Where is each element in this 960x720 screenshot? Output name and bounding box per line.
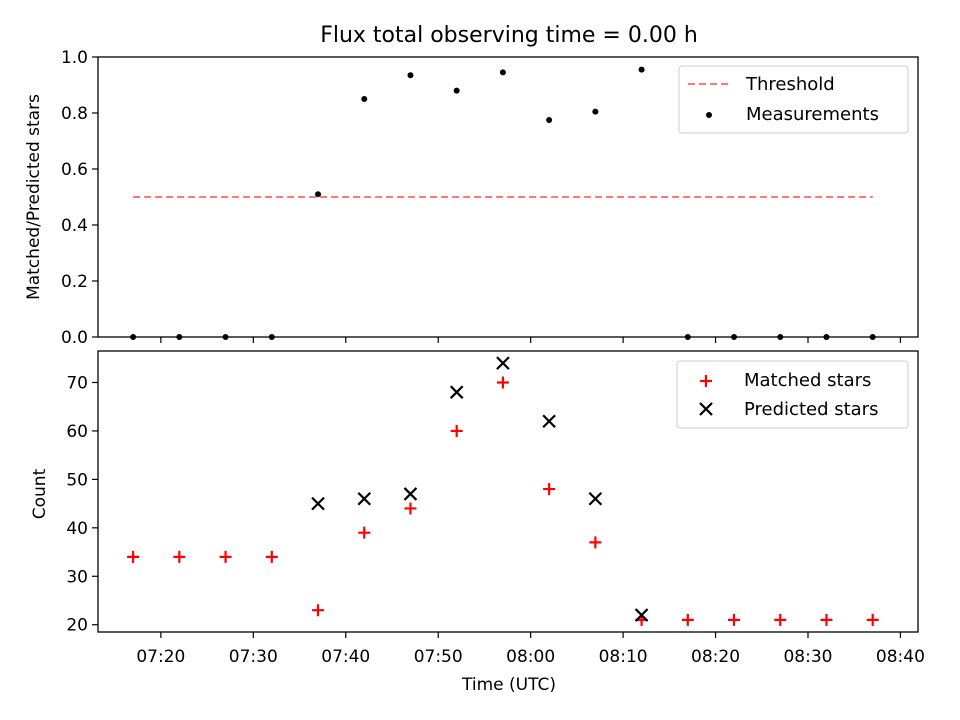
- matched-star-point: [681, 613, 694, 626]
- matched-star-point: [265, 550, 278, 563]
- predicted-star-point: [449, 385, 464, 399]
- x-tick-label: 08:10: [599, 647, 648, 667]
- legend-measurements-label: Measurements: [746, 104, 879, 125]
- measurement-point: [453, 87, 460, 94]
- top-panel: 0.0 0.2 0.4 0.6 0.8 1.0 Matched/Predicted sta…: [24, 48, 919, 348]
- bottom-legend: Matched stars Predicted stars: [676, 360, 909, 429]
- measurement-point: [546, 117, 553, 123]
- bottom-axes-frame: [97, 350, 919, 633]
- measurement-point: [361, 96, 368, 102]
- top-y-tick-label: 0.2: [61, 272, 88, 292]
- matched-star-point: [543, 483, 556, 496]
- bottom-x-axis: 07:20 07:30 07:40 07:50 08:00 08:10 08:20 08:30…: [136, 632, 925, 667]
- top-y-axis: 0.0 0.2 0.4 0.6 0.8 1.0: [61, 48, 98, 348]
- matched-star-point: [312, 604, 325, 617]
- matched-star-point: [820, 613, 833, 626]
- top-legend: Threshold Measurements: [678, 65, 909, 134]
- predicted-star-point: [588, 491, 603, 506]
- bottom-y-axis-label: Count: [30, 468, 50, 519]
- bottom-plot-area: [127, 356, 879, 626]
- top-y-axis-label: Matched/Predicted stars: [24, 94, 44, 300]
- x-tick-label: 07:30: [229, 647, 278, 667]
- matched-star-point: [450, 424, 463, 437]
- x-tick-label: 08:30: [783, 647, 832, 667]
- matched-star-point: [496, 376, 509, 389]
- matched-star-point: [589, 536, 602, 549]
- measurement-point: [499, 69, 506, 76]
- bottom-y-axis: 20 30 40 50 60 70: [66, 373, 98, 636]
- matched-star-point: [127, 550, 140, 563]
- bottom-y-tick-label: 40: [66, 519, 88, 539]
- predicted-star-point: [634, 608, 649, 622]
- top-y-tick-label: 0.4: [61, 216, 88, 236]
- x-tick-label: 07:50: [414, 647, 463, 667]
- top-plot-area: [130, 66, 876, 340]
- top-axes-frame: [97, 56, 919, 338]
- legend-predicted-swatch: [699, 402, 713, 416]
- matched-star-point: [358, 526, 371, 539]
- x-tick-label: 07:20: [136, 647, 185, 667]
- bottom-y-tick-label: 60: [66, 422, 88, 442]
- bottom-legend-box: [676, 360, 909, 429]
- matched-star-point: [866, 613, 879, 626]
- top-y-tick-label: 0.0: [61, 328, 88, 348]
- x-tick-label: 08:00: [506, 647, 555, 667]
- matched-star-point: [728, 613, 741, 626]
- x-tick-label: 08:20: [691, 647, 740, 667]
- matched-star-point: [173, 550, 186, 563]
- predicted-star-point: [542, 414, 556, 429]
- measurement-point: [638, 66, 645, 73]
- matched-star-point: [774, 613, 787, 626]
- bottom-y-tick-label: 70: [66, 373, 88, 393]
- bottom-y-tick-label: 30: [66, 567, 88, 587]
- legend-matched-label: Matched stars: [744, 370, 871, 391]
- predicted-star-point: [311, 496, 325, 511]
- measurement-point: [407, 72, 414, 79]
- measurement-point: [592, 108, 599, 115]
- top-legend-box: [678, 65, 909, 134]
- predicted-star-point: [357, 491, 372, 506]
- matched-star-point: [219, 550, 232, 563]
- top-y-tick-label: 0.8: [61, 104, 88, 124]
- predicted-star-point: [496, 356, 510, 370]
- x-axis-label: Time (UTC): [461, 675, 556, 695]
- predicted-star-point: [403, 487, 418, 501]
- legend-predicted-label: Predicted stars: [744, 399, 878, 420]
- matched-star-point: [404, 502, 417, 515]
- x-tick-label: 08:40: [876, 647, 925, 667]
- top-y-tick-label: 1.0: [61, 48, 88, 68]
- legend-threshold-label: Threshold: [745, 74, 835, 95]
- chart-title: Flux total observing time = 0.00 h: [320, 23, 698, 48]
- bottom-y-tick-label: 20: [66, 616, 88, 636]
- x-tick-label: 07:40: [321, 647, 370, 667]
- legend-matched-swatch: [700, 375, 712, 387]
- legend-measurements-swatch: [706, 112, 712, 118]
- bottom-y-tick-label: 50: [66, 470, 88, 490]
- measurement-point: [315, 191, 322, 198]
- top-y-tick-label: 0.6: [61, 160, 88, 180]
- top-x-axis: [160, 337, 902, 343]
- bottom-panel: 20 30 40 50 60 70 07:20 07:30 07:40 07:50 08:00 08…: [30, 350, 925, 695]
